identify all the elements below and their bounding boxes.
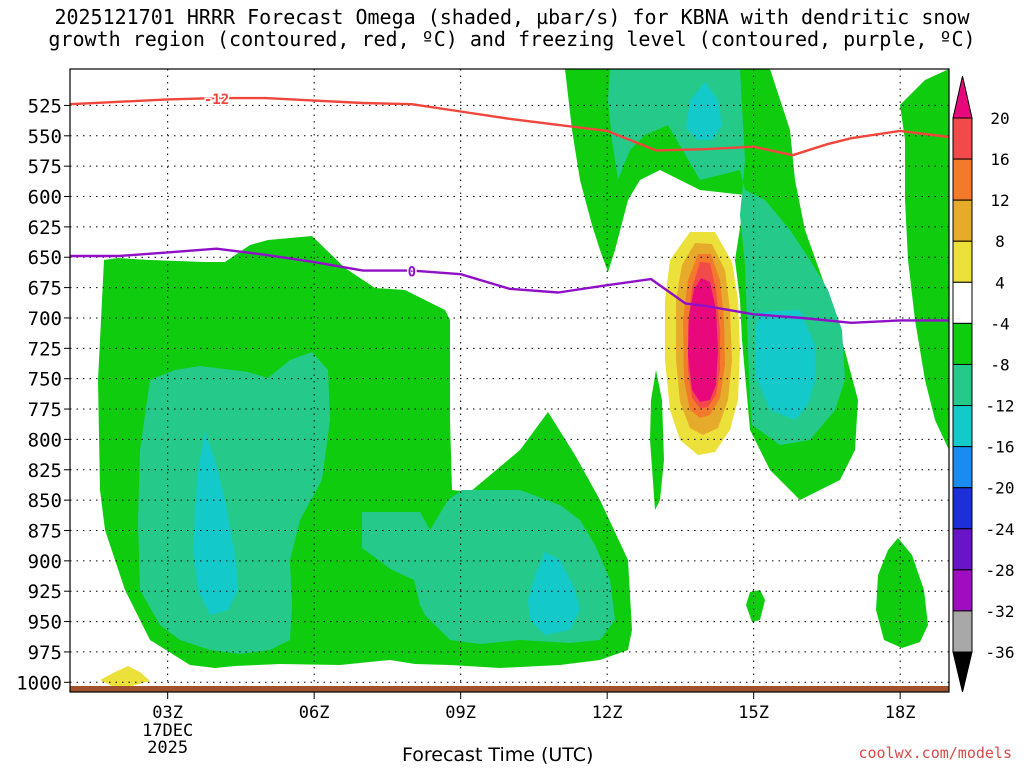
omega-region-yellow-small: [100, 666, 150, 686]
colorbar-label: 8: [995, 232, 1005, 251]
colorbar-label: -4: [990, 314, 1009, 333]
x-tick-label: 18Z: [885, 703, 916, 723]
y-tick-label: 850: [28, 490, 62, 512]
omega-region-green-sliver: [650, 370, 664, 510]
colorbar-swatch: [952, 405, 973, 448]
colorbar-swatch: [952, 322, 973, 365]
y-tick-label: 1000: [16, 672, 62, 694]
omega-region-cyan-2: [755, 310, 815, 420]
surface-bar: [70, 686, 949, 692]
y-tick-label: 875: [28, 520, 62, 542]
y-tick-label: 950: [28, 612, 62, 634]
colorbar-swatch: [952, 610, 973, 653]
y-tick-label: 600: [28, 187, 62, 209]
y-tick-label: 625: [28, 217, 62, 239]
omega-region-cyan-3: [193, 432, 238, 615]
contour-label: -12: [204, 92, 229, 108]
colorbar-label: -20: [986, 479, 1015, 498]
y-tick-label: 575: [28, 156, 62, 178]
colorbar-label: -28: [986, 561, 1015, 580]
y-tick-label: 775: [28, 399, 62, 421]
colorbar-swatch: [952, 487, 973, 530]
y-tick-label: 825: [28, 460, 62, 482]
colorbar-label: -24: [986, 520, 1015, 539]
y-tick-label: 675: [28, 278, 62, 300]
contour-label: 0: [408, 265, 416, 281]
colorbar-swatch: [952, 117, 973, 160]
x-tick-label: 03Z: [152, 703, 183, 723]
colorbar-label: 20: [990, 109, 1009, 128]
x-date-label: 2025: [147, 738, 188, 758]
omega-region-cyan-1: [686, 82, 722, 140]
y-tick-label: 975: [28, 642, 62, 664]
x-tick-label: 15Z: [738, 703, 769, 723]
y-tick-label: 750: [28, 369, 62, 391]
colorbar-swatch: [952, 158, 973, 201]
omega-region-teal-left: [138, 352, 330, 654]
y-tick-label: 925: [28, 581, 62, 603]
colorbar-label: 4: [995, 273, 1005, 292]
omega-region-green-right: [900, 69, 949, 450]
chart-title: 2025121701 HRRR Forecast Omega (shaded, …: [0, 6, 1024, 50]
colorbar-swatch: [952, 569, 973, 612]
colorbar: 20 16 12 8 4 -4 -8 -12 -16 -20 -24 -28 -32 -36: [952, 75, 1015, 693]
x-tick-label: 06Z: [299, 703, 330, 723]
colorbar-swatch: [952, 281, 973, 324]
x-axis-title: Forecast Time (UTC): [402, 744, 594, 766]
colorbar-bottom-cap: [952, 651, 973, 693]
temperature-contours: -12 0: [69, 91, 950, 324]
credit-text: coolwx.com/models: [858, 744, 1012, 762]
colorbar-label: -12: [986, 397, 1015, 416]
plot-frame: [69, 68, 950, 693]
omega-region-green-small: [746, 590, 765, 622]
pressure-axis: 525 550 575 600 625 650 675 700 725 750 775 800 825 8…: [16, 95, 70, 694]
omega-region-green-bottom-right: [876, 538, 928, 648]
omega-shading: [98, 69, 949, 686]
contour-line-dgz: [69, 96, 950, 157]
colorbar-label: 16: [990, 150, 1009, 169]
colorbar-label: -36: [986, 643, 1015, 662]
title-line-2: growth region (contoured, red, ºC) and f…: [48, 27, 976, 51]
colorbar-label: -32: [986, 602, 1015, 621]
colorbar-swatch: [952, 363, 973, 407]
colorbar-swatch: [952, 240, 973, 283]
x-tick-label: 12Z: [592, 703, 623, 723]
contour-line-freezing: [70, 247, 949, 324]
colorbar-top-cap: [952, 75, 973, 119]
x-date-label: 17DEC: [142, 721, 193, 741]
x-tick-label: 09Z: [445, 703, 476, 723]
omega-region-magenta: [688, 278, 718, 402]
y-tick-label: 550: [28, 126, 62, 148]
colorbar-label: 12: [990, 191, 1009, 210]
y-tick-label: 525: [28, 95, 62, 117]
colorbar-swatch: [952, 446, 973, 489]
colorbar-swatch: [952, 199, 973, 242]
colorbar-label: -16: [986, 438, 1015, 457]
y-tick-label: 800: [28, 429, 62, 451]
y-tick-label: 650: [28, 247, 62, 269]
title-line-1: 2025121701 HRRR Forecast Omega (shaded, …: [54, 5, 970, 29]
y-tick-label: 700: [28, 308, 62, 330]
colorbar-swatch: [952, 528, 973, 571]
y-tick-label: 900: [28, 551, 62, 573]
colorbar-label: -8: [990, 355, 1009, 374]
omega-region-cyan-4: [528, 552, 580, 635]
y-tick-label: 725: [28, 338, 62, 360]
